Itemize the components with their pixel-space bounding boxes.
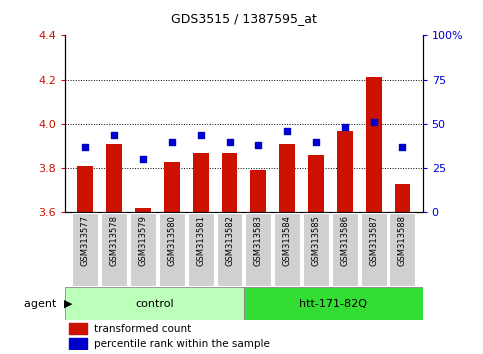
FancyBboxPatch shape: [389, 213, 415, 286]
Bar: [395, 184, 411, 212]
Bar: [135, 208, 151, 212]
Bar: [65, 287, 244, 320]
Point: [197, 132, 204, 137]
FancyBboxPatch shape: [101, 213, 127, 286]
FancyBboxPatch shape: [72, 213, 99, 286]
FancyBboxPatch shape: [188, 213, 213, 286]
FancyBboxPatch shape: [130, 213, 156, 286]
Point: [370, 119, 378, 125]
FancyBboxPatch shape: [274, 213, 300, 286]
Text: ▶: ▶: [64, 298, 72, 309]
FancyBboxPatch shape: [159, 213, 185, 286]
Point: [110, 132, 118, 137]
Point: [226, 139, 233, 144]
Bar: [69, 324, 86, 334]
Text: GSM313578: GSM313578: [110, 215, 119, 266]
Bar: [308, 155, 324, 212]
Point: [255, 142, 262, 148]
Text: percentile rank within the sample: percentile rank within the sample: [94, 339, 270, 349]
Bar: [164, 161, 180, 212]
FancyBboxPatch shape: [303, 213, 329, 286]
Point: [139, 156, 147, 162]
Point: [341, 125, 349, 130]
Bar: [77, 166, 93, 212]
Text: GSM313582: GSM313582: [225, 215, 234, 266]
Point: [398, 144, 406, 150]
Text: htt-171-82Q: htt-171-82Q: [299, 298, 367, 309]
Point: [168, 139, 176, 144]
Bar: [106, 144, 122, 212]
Bar: [244, 287, 423, 320]
Text: GSM313588: GSM313588: [398, 215, 407, 266]
FancyBboxPatch shape: [332, 213, 358, 286]
FancyBboxPatch shape: [361, 213, 386, 286]
Bar: [193, 153, 209, 212]
Bar: [69, 338, 86, 349]
Text: GSM313577: GSM313577: [81, 215, 90, 266]
Text: GSM313584: GSM313584: [283, 215, 292, 266]
Text: agent: agent: [25, 298, 60, 309]
Bar: [279, 144, 295, 212]
FancyBboxPatch shape: [216, 213, 242, 286]
Bar: [366, 78, 382, 212]
Text: GSM313579: GSM313579: [139, 215, 147, 266]
Text: GSM313581: GSM313581: [196, 215, 205, 266]
Text: GSM313585: GSM313585: [312, 215, 321, 266]
Text: transformed count: transformed count: [94, 324, 191, 334]
Text: GSM313580: GSM313580: [167, 215, 176, 266]
Bar: [337, 131, 353, 212]
Point: [82, 144, 89, 150]
Point: [284, 128, 291, 134]
Text: GSM313586: GSM313586: [341, 215, 349, 266]
Point: [312, 139, 320, 144]
Text: control: control: [135, 298, 174, 309]
FancyBboxPatch shape: [245, 213, 271, 286]
Text: GDS3515 / 1387595_at: GDS3515 / 1387595_at: [171, 12, 317, 25]
Text: GSM313583: GSM313583: [254, 215, 263, 266]
Bar: [250, 170, 266, 212]
Bar: [222, 153, 238, 212]
Text: GSM313587: GSM313587: [369, 215, 378, 266]
